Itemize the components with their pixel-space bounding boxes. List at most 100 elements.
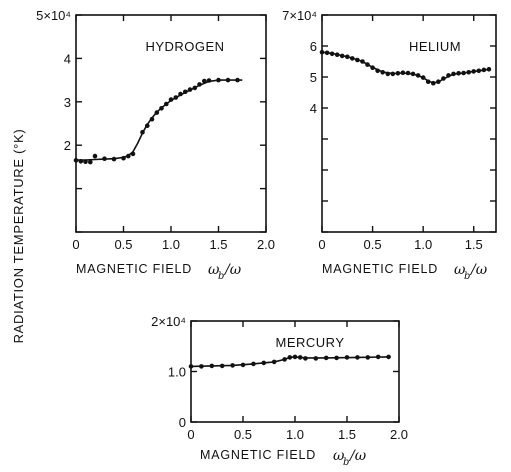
data-point — [355, 57, 360, 63]
x-axis-label-helium: MAGNETIC FIELD ω b /ω — [322, 262, 488, 282]
data-point — [78, 159, 84, 164]
data-point — [164, 101, 169, 107]
data-point — [456, 71, 461, 76]
data-point — [130, 151, 136, 157]
x-axis-label-denominator: /ω — [348, 448, 367, 464]
helium-plot-frame — [321, 14, 497, 233]
y-tick-label: 5×10⁴ — [36, 8, 71, 23]
helium-panel-title: HELIUM — [409, 39, 461, 54]
data-point — [405, 70, 411, 76]
y-tick-label: 5 — [310, 70, 317, 85]
mercury-panel-title: MERCURY — [276, 335, 345, 350]
data-point — [261, 360, 267, 366]
x-tick-label: 1.5 — [209, 237, 227, 252]
x-axis-label-symbol: ω — [333, 448, 345, 464]
data-point — [149, 116, 155, 122]
data-point — [471, 69, 477, 74]
data-point — [199, 364, 204, 369]
y-tick-label: 2×10⁴ — [151, 314, 186, 329]
data-point — [187, 87, 193, 92]
data-point — [329, 51, 335, 57]
data-point — [400, 70, 406, 75]
hydrogen-panel-title: HYDROGEN — [145, 39, 224, 54]
data-point — [334, 52, 340, 57]
data-point — [386, 354, 391, 360]
data-point — [360, 59, 365, 64]
data-point — [88, 159, 93, 165]
y-tick-label: 4 — [310, 101, 317, 116]
x-tick-label: 0 — [187, 427, 194, 442]
data-point — [436, 79, 441, 84]
data-point — [410, 71, 416, 77]
x-axis-label-subscript: b — [343, 457, 349, 468]
x-tick-label: 1.0 — [162, 237, 180, 252]
y-tick-label: 0 — [179, 415, 186, 430]
x-axis-label-symbol: ω — [208, 262, 220, 278]
data-point — [375, 354, 381, 360]
data-point — [441, 76, 446, 81]
data-point — [446, 73, 451, 78]
data-point — [219, 363, 225, 369]
data-point — [297, 355, 303, 360]
data-point — [173, 95, 179, 100]
data-point — [461, 70, 466, 76]
x-axis-label-hydrogen: MAGNETIC FIELD ω b /ω — [76, 262, 242, 282]
x-tick-label: 1.0 — [414, 237, 432, 252]
data-point — [292, 354, 298, 360]
x-tick-label: 0.5 — [364, 237, 382, 252]
hydrogen-panel: 0 0.5 1.0 1.5 2.0 2 3 4 5×10⁴ HYDROGEN — [36, 8, 275, 252]
y-axis-label: RADIATION TEMPERATURE (°K) — [11, 129, 26, 344]
data-point — [159, 106, 164, 111]
data-point — [345, 54, 350, 60]
x-axis-label-subscript: b — [218, 271, 224, 282]
data-point — [339, 53, 345, 59]
data-point — [111, 156, 117, 162]
data-point — [370, 65, 375, 70]
data-point — [486, 67, 492, 72]
data-point — [206, 78, 212, 83]
data-point — [209, 363, 215, 369]
data-point — [225, 77, 231, 83]
y-tick-label: 1.0 — [168, 365, 186, 380]
data-point — [481, 67, 487, 73]
data-point — [390, 71, 396, 77]
x-tick-label: 1.5 — [338, 427, 356, 442]
data-point — [323, 355, 329, 361]
data-point — [271, 359, 277, 365]
y-tick-label: 7×10⁴ — [282, 8, 317, 23]
data-point — [365, 62, 370, 67]
data-point — [451, 71, 456, 77]
data-point — [230, 363, 235, 368]
data-point — [192, 85, 198, 91]
data-point — [202, 78, 207, 84]
x-axis-label-denominator: /ω — [223, 262, 242, 278]
data-point — [380, 70, 386, 75]
x-axis-label-mercury: MAGNETIC FIELD ω b /ω — [200, 448, 367, 468]
data-point — [240, 362, 246, 368]
data-point — [183, 89, 188, 95]
data-point — [145, 123, 150, 128]
data-point — [355, 355, 360, 360]
x-axis-label-text: MAGNETIC FIELD — [322, 262, 438, 276]
y-tick-label: 3 — [64, 95, 71, 110]
mercury-panel: 0 0.5 1.0 1.5 2.0 0 1.0 2×10⁴ MERCURY — [151, 314, 408, 442]
data-point — [375, 68, 380, 74]
x-axis-label-text: MAGNETIC FIELD — [76, 262, 192, 276]
data-point — [395, 71, 401, 76]
data-point — [365, 355, 371, 360]
data-point — [350, 56, 355, 61]
data-point — [344, 355, 350, 360]
data-point — [319, 49, 325, 55]
data-point — [73, 158, 79, 163]
data-point — [324, 50, 330, 56]
data-point — [92, 153, 98, 159]
data-point — [334, 355, 339, 361]
data-point — [154, 110, 160, 115]
y-tick-label: 2 — [64, 138, 71, 153]
x-tick-label: 1.0 — [286, 427, 304, 442]
data-point — [282, 357, 287, 362]
data-point — [197, 82, 202, 87]
x-axis-label-text: MAGNETIC FIELD — [200, 448, 316, 462]
x-tick-label: 2.0 — [390, 427, 408, 442]
